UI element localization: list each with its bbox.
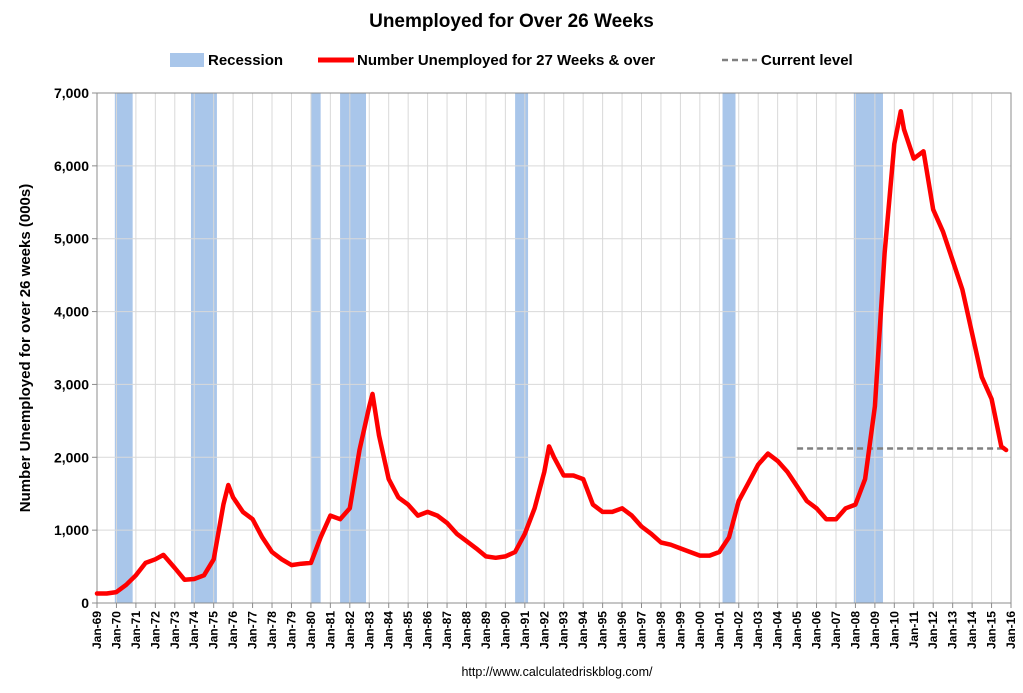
x-tick-label: Jan-02 [732,611,746,649]
x-tick-label: Jan-71 [129,611,143,649]
x-tick-label: Jan-16 [1004,611,1018,649]
x-tick-label: Jan-90 [498,611,512,649]
x-tick-label: Jan-79 [284,611,298,649]
y-axis-label: Number Unemployed for over 26 weeks (000… [17,184,34,512]
x-tick-label: Jan-91 [518,611,532,649]
x-tick-label: Jan-88 [459,611,473,649]
legend-recession-label: Recession [208,52,283,69]
x-tick-label: Jan-77 [246,611,260,649]
x-tick-label: Jan-75 [207,611,221,649]
x-tick-label: Jan-05 [790,611,804,649]
legend: Recession Number Unemployed for 27 Weeks… [170,52,853,69]
x-tick-label: Jan-80 [304,611,318,649]
recession-band [114,93,133,603]
x-tick-label: Jan-03 [751,611,765,649]
x-tick-label: Jan-72 [148,611,162,649]
x-tick-label: Jan-89 [479,611,493,649]
x-tick-label: Jan-96 [615,611,629,649]
series-line-unemployed-27-weeks [94,108,1009,596]
recession-band [722,93,736,603]
recession-band [310,93,321,603]
source-url: http://www.calculatedriskblog.com/ [461,665,653,679]
recession-bands [114,93,883,603]
x-tick-label: Jan-08 [848,611,862,649]
x-tick-label: Jan-84 [382,611,396,649]
y-axis: 0 1,000 2,000 3,000 4,000 5,000 6,000 7,000 [54,85,97,611]
x-tick-label: Jan-94 [576,611,590,649]
x-tick-label: Jan-15 [985,611,999,649]
x-tick-label: Jan-95 [596,611,610,649]
x-tick-label: Jan-14 [965,611,979,649]
recession-band [340,93,367,603]
x-tick-label: Jan-09 [868,611,882,649]
legend-current-label: Current level [761,52,853,69]
y-tick-label: 0 [81,595,89,611]
y-tick-label: 2,000 [54,449,89,465]
x-tick-label: Jan-07 [829,611,843,649]
x-tick-label: Jan-06 [810,611,824,649]
y-tick-label: 4,000 [54,304,89,320]
x-tick-label: Jan-04 [771,611,785,649]
chart-title: Unemployed for Over 26 Weeks [369,11,654,32]
x-tick-label: Jan-92 [537,611,551,649]
y-tick-label: 3,000 [54,376,89,392]
x-tick-label: Jan-12 [926,611,940,649]
x-tick-label: Jan-82 [343,611,357,649]
x-tick-label: Jan-98 [654,611,668,649]
y-tick-label: 1,000 [54,522,89,538]
legend-series-label: Number Unemployed for 27 Weeks & over [357,52,655,69]
x-tick-label: Jan-97 [635,611,649,649]
x-tick-label: Jan-13 [946,611,960,649]
y-tick-label: 7,000 [54,85,89,101]
x-tick-label: Jan-10 [887,611,901,649]
x-tick-label: Jan-83 [362,611,376,649]
x-tick-label: Jan-86 [421,611,435,649]
x-tick-label: Jan-76 [226,611,240,649]
plot-area-border [96,92,1012,604]
x-tick-label: Jan-11 [907,611,921,649]
x-tick-label: Jan-73 [168,611,182,649]
x-tick-label: Jan-78 [265,611,279,649]
x-tick-label: Jan-01 [712,611,726,649]
x-tick-label: Jan-70 [109,611,123,649]
y-tick-label: 5,000 [54,231,89,247]
x-tick-label: Jan-00 [693,611,707,649]
x-tick-label: Jan-69 [90,611,104,649]
gridlines [96,92,1012,604]
x-tick-label: Jan-81 [323,611,337,649]
legend-recession-swatch [170,53,204,67]
x-tick-label: Jan-93 [557,611,571,649]
x-axis: Jan-69 Jan-70 Jan-71 Jan-72 Jan-73 Jan-74 Jan-… [90,603,1018,649]
y-tick-label: 6,000 [54,158,89,174]
x-tick-label: Jan-85 [401,611,415,649]
recession-band [190,93,217,603]
x-tick-label: Jan-74 [187,611,201,649]
x-tick-label: Jan-87 [440,611,454,649]
x-tick-label: Jan-99 [673,611,687,649]
